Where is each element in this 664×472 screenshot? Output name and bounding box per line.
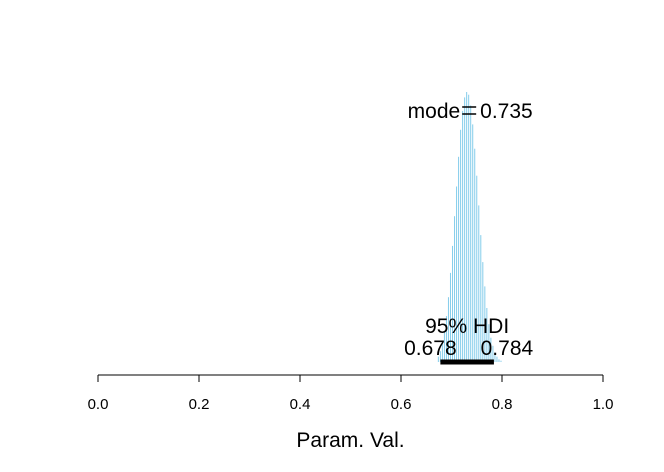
histogram-bar [474,148,476,362]
histogram-bar [441,343,443,362]
x-axis: 0.0 0.2 0.4 0.6 0.8 1.0 [88,374,614,413]
histogram-bar [482,262,484,362]
histogram-bar [462,110,464,363]
x-axis-title: Param. Val. [296,429,404,452]
histogram-bar [490,337,492,362]
x-tick-label: 0.2 [189,396,210,413]
histogram-bar [460,129,462,362]
histogram-bar [500,360,502,362]
histogram-bar [458,156,460,362]
hdi-label: 95% HDI [425,315,509,338]
histogram-bars [437,92,502,363]
histogram-bar [484,286,486,362]
histogram-bar [464,97,466,363]
x-tick-label: 0.6 [391,396,412,413]
histogram-bar [437,356,439,362]
histogram-bar [498,359,500,362]
histogram-bar [492,345,494,362]
histogram-bar [447,297,449,362]
histogram-bar [456,186,458,362]
x-tick-label: 1.0 [593,396,614,413]
x-tick-label: 0.4 [290,396,311,413]
histogram-bar [472,124,474,363]
histogram-bar [480,235,482,362]
histogram-bar [470,105,472,362]
histogram-bar [476,175,478,362]
mode-value: 0.735 [480,100,533,123]
histogram-bar [439,351,441,362]
histogram-bar [468,94,470,362]
histogram-bar [449,272,451,362]
x-tick-label: 0.8 [492,396,513,413]
histogram-bar [478,205,480,362]
histogram-bar [486,308,488,362]
histogram-bar [445,316,447,362]
mode-label: mode [408,100,461,123]
histogram-bar [488,324,490,362]
hdi-high-value: 0.784 [481,337,534,360]
histogram-bar [466,92,468,362]
histogram-bar [454,216,456,362]
histogram-bar [496,356,498,362]
hdi-low-value: 0.678 [404,337,457,360]
histogram-bar [452,245,454,362]
histogram-bar [443,332,445,362]
histogram-bar [494,352,496,362]
x-tick-label: 0.0 [88,396,109,413]
